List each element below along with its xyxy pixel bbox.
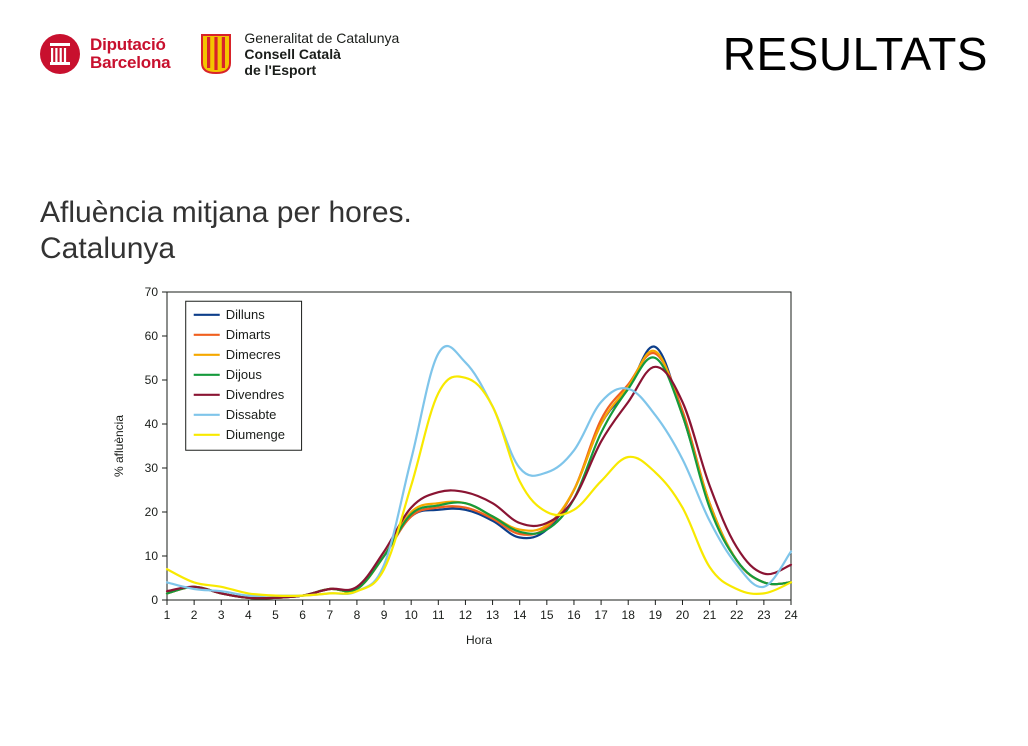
gencat-line1: Generalitat de Catalunya xyxy=(244,30,399,46)
svg-text:1: 1 xyxy=(164,608,171,622)
svg-text:50: 50 xyxy=(145,373,159,387)
diba-line1: Diputació xyxy=(90,36,170,54)
svg-text:9: 9 xyxy=(381,608,388,622)
svg-text:13: 13 xyxy=(486,608,500,622)
svg-text:16: 16 xyxy=(567,608,581,622)
svg-text:0: 0 xyxy=(151,593,158,607)
diba-shield-icon xyxy=(40,34,80,74)
diba-text: Diputació Barcelona xyxy=(90,36,170,72)
svg-text:14: 14 xyxy=(513,608,527,622)
gencat-logo: Generalitat de Catalunya Consell Català … xyxy=(198,30,399,78)
svg-text:Dimecres: Dimecres xyxy=(226,347,281,362)
svg-text:30: 30 xyxy=(145,461,159,475)
legend: Dilluns Dimarts Dimecres Dijous Divendres Dis… xyxy=(186,301,302,450)
svg-text:21: 21 xyxy=(703,608,717,622)
svg-text:12: 12 xyxy=(459,608,473,622)
svg-text:15: 15 xyxy=(540,608,554,622)
svg-text:19: 19 xyxy=(649,608,663,622)
svg-text:11: 11 xyxy=(432,608,445,622)
page-title: RESULTATS xyxy=(723,27,988,81)
diba-line2: Barcelona xyxy=(90,54,170,72)
svg-text:60: 60 xyxy=(145,329,159,343)
svg-text:7: 7 xyxy=(326,608,333,622)
svg-text:23: 23 xyxy=(757,608,771,622)
x-axis-label: Hora xyxy=(466,633,492,647)
svg-text:Dimarts: Dimarts xyxy=(226,327,271,342)
gencat-senyera-icon xyxy=(198,34,234,74)
svg-text:18: 18 xyxy=(622,608,636,622)
subtitle: Afluència mitjana per hores. Catalunya xyxy=(40,195,412,267)
gencat-line3: de l'Esport xyxy=(244,62,399,78)
svg-text:Diumenge: Diumenge xyxy=(226,427,285,442)
subtitle-line2: Catalunya xyxy=(40,231,412,267)
svg-text:70: 70 xyxy=(145,285,159,299)
svg-text:10: 10 xyxy=(145,549,159,563)
svg-text:10: 10 xyxy=(404,608,418,622)
subtitle-line1: Afluència mitjana per hores. xyxy=(40,195,412,231)
svg-text:24: 24 xyxy=(784,608,798,622)
svg-text:8: 8 xyxy=(354,608,361,622)
svg-text:3: 3 xyxy=(218,608,225,622)
gencat-line2: Consell Català xyxy=(244,46,399,62)
svg-text:Dijous: Dijous xyxy=(226,367,263,382)
svg-text:4: 4 xyxy=(245,608,252,622)
svg-text:Dilluns: Dilluns xyxy=(226,307,266,322)
y-axis: 0 10 20 30 40 50 60 70 xyxy=(145,285,167,607)
logos: Diputació Barcelona xyxy=(40,30,399,78)
svg-text:2: 2 xyxy=(191,608,198,622)
svg-text:22: 22 xyxy=(730,608,744,622)
afluencia-chart: 0102030405060701234567891011121314151617… xyxy=(105,280,805,650)
svg-text:20: 20 xyxy=(676,608,690,622)
y-axis-label: % afluència xyxy=(112,415,126,477)
svg-text:40: 40 xyxy=(145,417,159,431)
header: Diputació Barcelona xyxy=(40,24,988,84)
svg-text:Divendres: Divendres xyxy=(226,387,285,402)
svg-text:17: 17 xyxy=(594,608,608,622)
diba-logo: Diputació Barcelona xyxy=(40,34,170,74)
svg-text:6: 6 xyxy=(299,608,306,622)
x-axis: 123456789101112131415161718192021222324 xyxy=(164,600,798,622)
svg-text:20: 20 xyxy=(145,505,159,519)
svg-text:5: 5 xyxy=(272,608,279,622)
svg-text:Dissabte: Dissabte xyxy=(226,407,277,422)
gencat-text: Generalitat de Catalunya Consell Català … xyxy=(244,30,399,78)
